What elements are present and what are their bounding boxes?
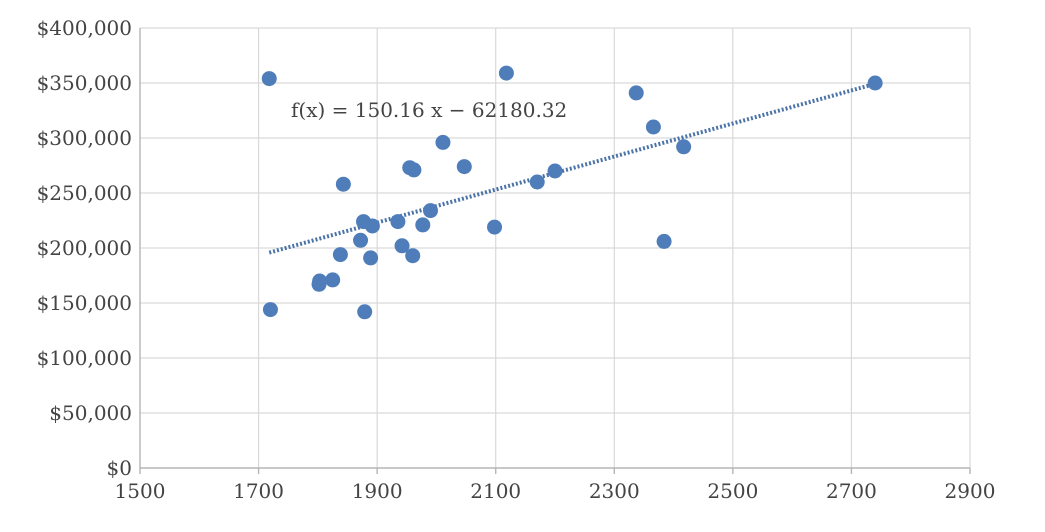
data-point bbox=[645, 119, 661, 135]
gridlines bbox=[140, 27, 971, 468]
y-axis-tick-labels: $0 $50,000 $100,000 $150,000 $200,000 $250,00… bbox=[37, 16, 132, 480]
data-point bbox=[415, 217, 431, 233]
data-point bbox=[364, 218, 380, 234]
trendline-equation-label: f(x) = 150.16 x − 62180.32 bbox=[291, 98, 567, 122]
y-tick-label: $100,000 bbox=[37, 346, 132, 370]
data-point bbox=[363, 250, 379, 266]
data-point bbox=[394, 238, 410, 254]
data-point bbox=[867, 75, 883, 91]
x-tick-label: 1900 bbox=[352, 479, 403, 503]
x-axis-tick-labels: 1500 1700 1900 2100 2300 2500 2700 2900 bbox=[115, 479, 996, 503]
y-tick-label: $150,000 bbox=[37, 291, 132, 315]
data-point bbox=[656, 233, 672, 249]
data-point bbox=[406, 162, 422, 178]
y-tick-label: $350,000 bbox=[37, 71, 132, 95]
data-points bbox=[261, 65, 883, 320]
y-tick-label: $300,000 bbox=[37, 126, 132, 150]
x-tick-label: 2300 bbox=[589, 479, 640, 503]
data-point bbox=[325, 272, 341, 288]
data-point bbox=[676, 139, 692, 155]
axes bbox=[139, 28, 971, 474]
y-tick-label: $50,000 bbox=[49, 401, 132, 425]
data-point bbox=[262, 302, 278, 318]
data-point bbox=[332, 247, 348, 263]
data-point bbox=[435, 134, 451, 150]
y-tick-label: $400,000 bbox=[37, 16, 132, 40]
data-point bbox=[353, 232, 369, 248]
data-point bbox=[405, 248, 421, 264]
data-point bbox=[547, 163, 563, 179]
y-tick-label: $200,000 bbox=[37, 236, 132, 260]
x-tick-label: 2900 bbox=[945, 479, 996, 503]
data-point bbox=[261, 71, 277, 87]
data-point bbox=[335, 176, 351, 192]
data-point bbox=[628, 85, 644, 101]
data-point bbox=[390, 214, 406, 230]
data-point bbox=[312, 273, 328, 289]
data-point bbox=[498, 65, 514, 81]
x-tick-label: 2100 bbox=[470, 479, 521, 503]
y-tick-label: $0 bbox=[107, 456, 132, 480]
data-point bbox=[357, 304, 373, 320]
data-point bbox=[529, 174, 545, 190]
data-point bbox=[456, 159, 472, 175]
x-tick-label: 1700 bbox=[233, 479, 284, 503]
data-point bbox=[487, 219, 503, 235]
x-tick-label: 2500 bbox=[707, 479, 758, 503]
data-point bbox=[423, 203, 438, 219]
y-tick-label: $250,000 bbox=[37, 181, 132, 205]
x-tick-label: 1500 bbox=[115, 479, 166, 503]
x-tick-label: 2700 bbox=[826, 479, 877, 503]
